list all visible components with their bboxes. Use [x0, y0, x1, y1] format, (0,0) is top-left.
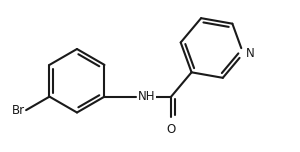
Text: NH: NH	[138, 90, 155, 102]
Text: O: O	[167, 123, 176, 136]
Text: Br: Br	[11, 104, 25, 117]
Text: N: N	[246, 47, 254, 60]
